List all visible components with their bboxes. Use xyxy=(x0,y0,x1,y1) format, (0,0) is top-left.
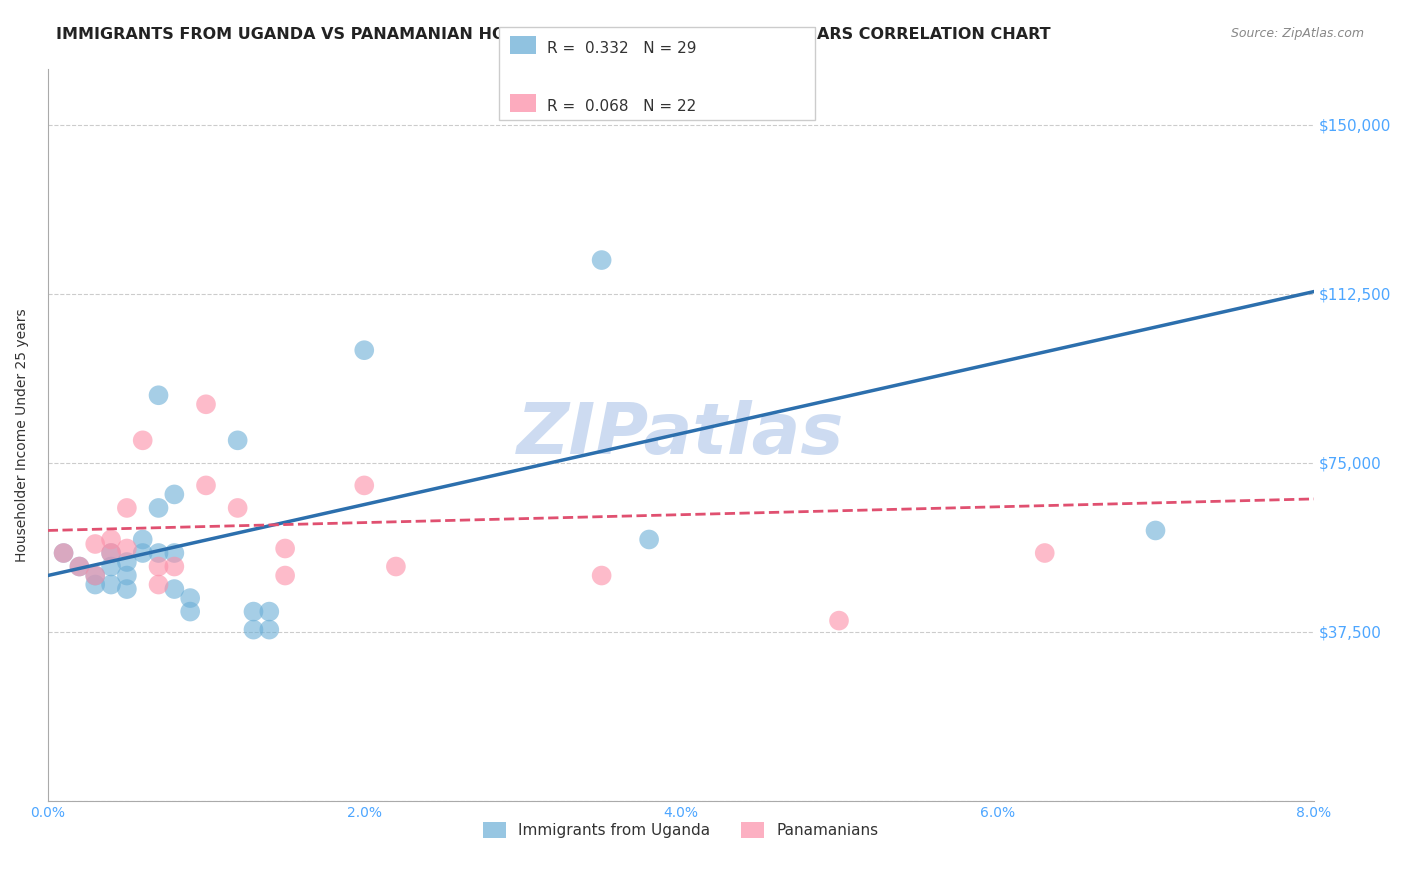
Point xyxy=(226,434,249,448)
Point xyxy=(84,568,107,582)
Point xyxy=(828,614,851,628)
Text: Source: ZipAtlas.com: Source: ZipAtlas.com xyxy=(1230,27,1364,40)
Text: R =  0.332   N = 29: R = 0.332 N = 29 xyxy=(547,41,696,55)
Point xyxy=(148,546,170,560)
Point xyxy=(259,605,281,619)
Point xyxy=(115,582,138,596)
Point xyxy=(353,478,375,492)
Point xyxy=(259,623,281,637)
Point xyxy=(274,568,297,582)
Point xyxy=(274,541,297,556)
Point xyxy=(591,253,613,268)
Point xyxy=(242,605,264,619)
Point xyxy=(226,500,249,515)
Point xyxy=(148,500,170,515)
Point xyxy=(148,577,170,591)
Point xyxy=(84,577,107,591)
Point xyxy=(67,559,90,574)
Point xyxy=(179,591,201,605)
Point xyxy=(163,487,186,501)
Point xyxy=(131,434,153,448)
Point xyxy=(1033,546,1056,560)
Point xyxy=(179,605,201,619)
Point xyxy=(100,577,122,591)
Point xyxy=(163,559,186,574)
Point xyxy=(131,533,153,547)
Point xyxy=(67,559,90,574)
Point xyxy=(84,568,107,582)
Point xyxy=(52,546,75,560)
Point xyxy=(115,500,138,515)
Legend: Immigrants from Uganda, Panamanians: Immigrants from Uganda, Panamanians xyxy=(477,816,884,845)
Point xyxy=(1144,524,1167,538)
Point xyxy=(131,546,153,560)
Point xyxy=(115,555,138,569)
Text: R =  0.068   N = 22: R = 0.068 N = 22 xyxy=(547,99,696,113)
Point xyxy=(638,533,661,547)
Point xyxy=(242,623,264,637)
Point xyxy=(115,541,138,556)
Point xyxy=(353,343,375,358)
Point xyxy=(148,559,170,574)
Point xyxy=(100,546,122,560)
Point xyxy=(195,478,218,492)
Point xyxy=(163,546,186,560)
Point xyxy=(84,537,107,551)
Point xyxy=(115,568,138,582)
Point xyxy=(148,388,170,402)
Point xyxy=(100,546,122,560)
Text: IMMIGRANTS FROM UGANDA VS PANAMANIAN HOUSEHOLDER INCOME UNDER 25 YEARS CORRELATI: IMMIGRANTS FROM UGANDA VS PANAMANIAN HOU… xyxy=(56,27,1050,42)
Point xyxy=(385,559,408,574)
Point xyxy=(100,533,122,547)
Point xyxy=(100,559,122,574)
Point xyxy=(591,568,613,582)
Point xyxy=(52,546,75,560)
Text: ZIPatlas: ZIPatlas xyxy=(517,401,845,469)
Point xyxy=(163,582,186,596)
Point xyxy=(195,397,218,411)
Y-axis label: Householder Income Under 25 years: Householder Income Under 25 years xyxy=(15,308,30,561)
